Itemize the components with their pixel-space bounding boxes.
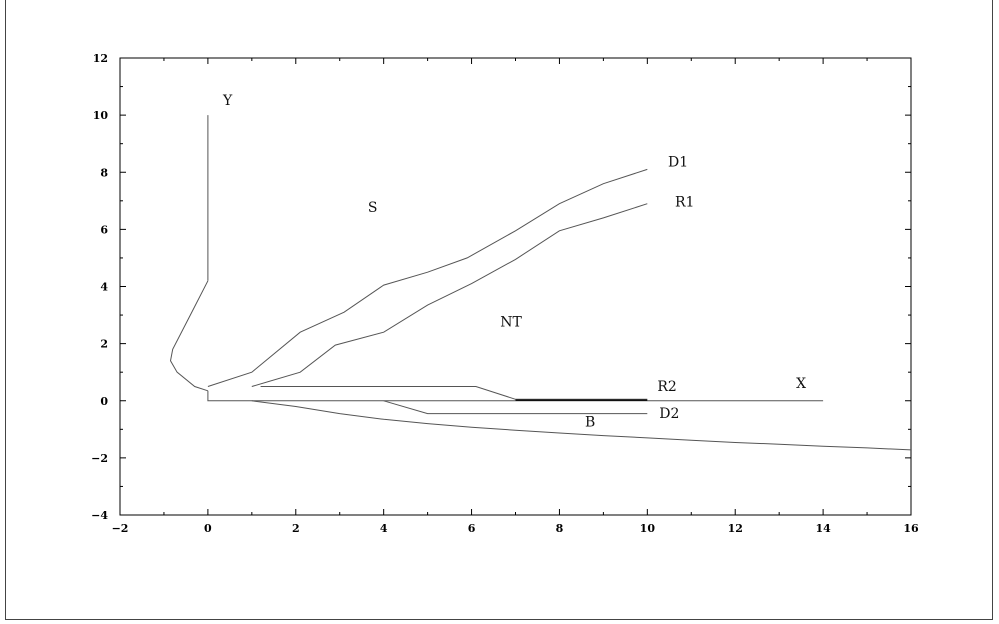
annotation-label-s: S — [368, 200, 378, 216]
y-tick-label: 0 — [100, 395, 108, 408]
series-line-D1 — [207, 168, 648, 387]
annotations-group: Y S D1 R1 NT R2 X B D2 — [222, 93, 806, 430]
plot-border — [119, 57, 912, 516]
y-tick-label: 4 — [100, 281, 108, 294]
y-tick-label: 6 — [100, 223, 108, 236]
axes-group: −2 0 2 4 6 8 10 12 14 16 −4 −2 0 2 4 6 8 10 12 — [91, 52, 919, 535]
y-tick-label: 12 — [93, 52, 108, 65]
annotation-label-nt: NT — [500, 314, 522, 330]
curves-group — [169, 115, 912, 451]
series-line-lower-curve — [251, 400, 912, 451]
series-line-R2 — [260, 386, 648, 400]
x-tick-label: 4 — [380, 522, 388, 535]
chart-frame — [5, 0, 993, 620]
annotation-label-x: X — [796, 376, 806, 392]
annotation-label-y: Y — [222, 93, 233, 109]
series-line-left-bulge — [169, 280, 209, 392]
x-tick-label: −2 — [112, 522, 129, 535]
y-tick-label: 8 — [100, 166, 108, 179]
annotation-label-d2: D2 — [659, 406, 679, 422]
x-tick-label: 16 — [903, 522, 919, 535]
x-tick-label: 12 — [728, 522, 743, 535]
y-tick-label: 10 — [93, 109, 109, 122]
x-tick-label: 14 — [815, 522, 831, 535]
x-tick-label: 6 — [468, 522, 476, 535]
annotation-label-r2: R2 — [657, 379, 676, 395]
y-tick-label: 2 — [100, 338, 108, 351]
x-tick-label: 10 — [640, 522, 656, 535]
x-tick-label: 8 — [556, 522, 564, 535]
series-line-R1 — [251, 203, 648, 387]
annotation-label-b: B — [585, 414, 595, 430]
y-tick-label: −2 — [91, 452, 108, 465]
annotation-label-r1: R1 — [675, 195, 694, 211]
y-tick-label: −4 — [91, 509, 108, 522]
annotation-label-d1: D1 — [668, 155, 688, 171]
x-tick-label: 2 — [292, 522, 300, 535]
series-line-D2 — [383, 400, 648, 415]
x-tick-label: 0 — [204, 522, 212, 535]
